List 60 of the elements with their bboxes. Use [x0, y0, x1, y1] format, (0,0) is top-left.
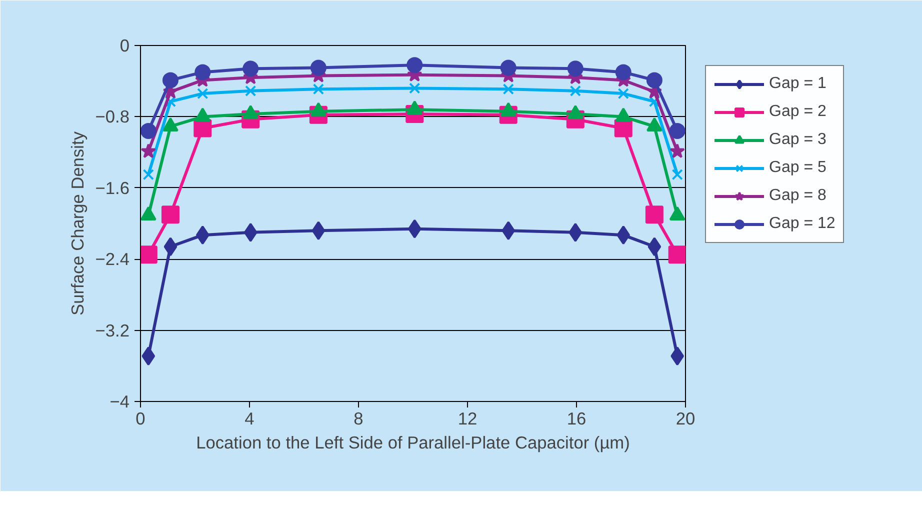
- point: [140, 143, 156, 158]
- point: [194, 119, 212, 138]
- point: [502, 84, 514, 95]
- point: [645, 206, 664, 224]
- point: [409, 82, 420, 94]
- point: [242, 60, 259, 77]
- point: [406, 57, 423, 74]
- point: [142, 168, 154, 180]
- x-tick-label: 0: [136, 408, 146, 428]
- y-tick-label: 0: [120, 36, 130, 56]
- point: [162, 72, 178, 88]
- point: [194, 64, 211, 80]
- legend-label: Gap = 8: [769, 187, 826, 205]
- point: [570, 85, 582, 96]
- point: [618, 88, 629, 100]
- point: [500, 60, 516, 76]
- point: [408, 219, 422, 238]
- point: [312, 221, 326, 240]
- point: [668, 246, 686, 264]
- point: [310, 60, 326, 76]
- x-axis-title: Location to the Left Side of Parallel-Plate Capacitor (µm): [196, 432, 630, 452]
- point: [164, 96, 176, 108]
- legend-label: Gap = 3: [769, 131, 826, 149]
- point: [648, 96, 660, 108]
- point: [502, 221, 516, 240]
- point: [646, 72, 662, 88]
- point: [648, 237, 662, 256]
- x-tick-label: 8: [354, 408, 364, 428]
- point: [672, 168, 683, 180]
- x-tick-label: 4: [244, 408, 255, 428]
- point: [164, 237, 178, 256]
- y-tick-label: −1.6: [95, 178, 130, 198]
- point: [670, 143, 685, 158]
- y-axis-title: Surface Charge Density: [67, 131, 88, 316]
- point: [312, 84, 324, 95]
- legend-label: Gap = 12: [769, 215, 836, 233]
- legend-label: Gap = 2: [769, 103, 826, 121]
- legend-label: Gap = 5: [769, 159, 826, 177]
- x-tick-label: 16: [566, 408, 586, 428]
- point: [197, 88, 208, 100]
- point: [244, 85, 256, 96]
- x-tick-label: 20: [676, 408, 696, 428]
- point: [568, 222, 582, 242]
- legend-label: Gap = 1: [769, 75, 826, 93]
- point: [614, 119, 632, 138]
- point: [140, 246, 158, 264]
- point: [616, 226, 630, 245]
- point: [615, 64, 632, 80]
- x-tick-label: 12: [458, 408, 478, 428]
- point: [669, 122, 686, 139]
- y-tick-label: −2.4: [95, 249, 130, 270]
- y-tick-label: −0.8: [95, 106, 130, 127]
- y-tick-label: −3.2: [95, 320, 130, 340]
- point: [161, 206, 180, 224]
- point: [140, 122, 156, 139]
- point: [142, 346, 156, 366]
- y-tick-label: −4: [110, 392, 130, 412]
- point: [196, 226, 210, 245]
- point: [567, 60, 584, 77]
- point: [244, 222, 258, 242]
